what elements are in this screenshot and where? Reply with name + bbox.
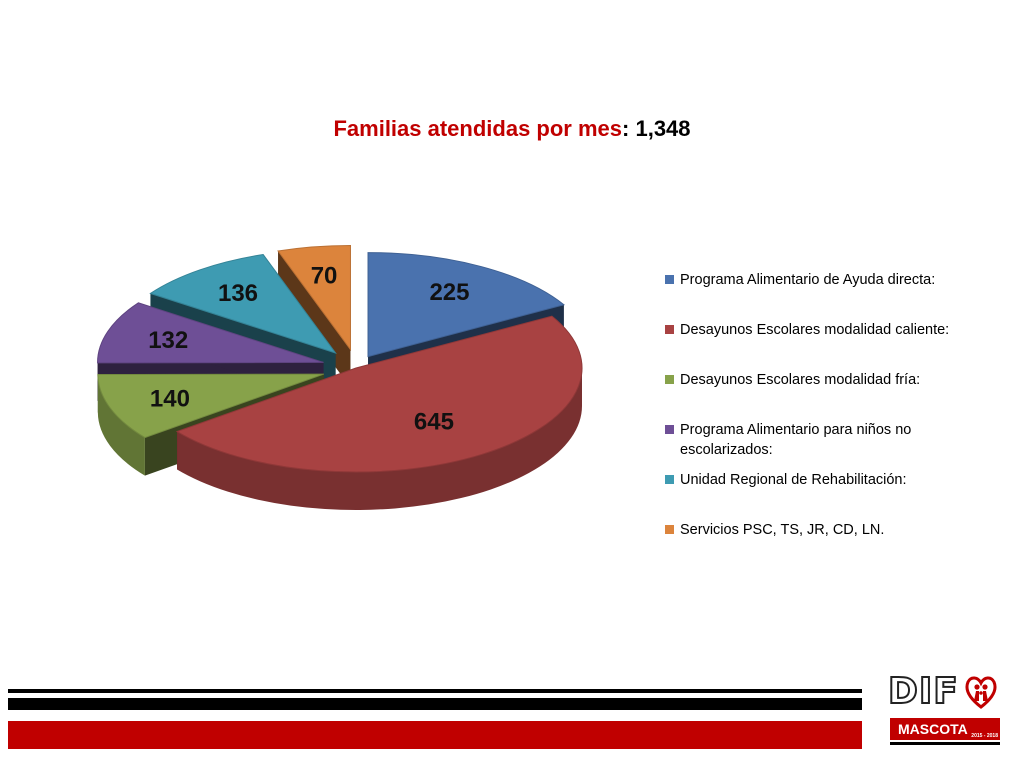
pie-slice-side bbox=[177, 368, 582, 511]
pie-top-layer bbox=[97, 245, 583, 473]
pie-data-label: 132 bbox=[148, 327, 188, 354]
pie-label-layer: 225 645 140 132 136 70 bbox=[148, 263, 469, 436]
pie-slice bbox=[149, 253, 337, 354]
chart-title-total: 1,348 bbox=[635, 116, 691, 141]
legend-label: Programa Alimentario para niños no escol… bbox=[680, 422, 912, 458]
legend-label: Unidad Regional de Rehabilitación: bbox=[680, 472, 907, 488]
logo-letters: DIF bbox=[887, 671, 959, 713]
legend-label: Programa Alimentario de Ayuda directa: bbox=[680, 272, 936, 288]
pie-data-label: 70 bbox=[311, 263, 338, 290]
legend-item: Programa Alimentario para niños no escol… bbox=[665, 420, 965, 460]
legend-item: Desayunos Escolares modalidad fría: bbox=[665, 370, 965, 390]
legend-item: Unidad Regional de Rehabilitación: bbox=[665, 470, 965, 490]
logo-band-text: MASCOTA bbox=[898, 721, 968, 737]
legend-item: Desayunos Escolares modalidad caliente: bbox=[665, 320, 965, 340]
legend-label: Desayunos Escolares modalidad fría: bbox=[680, 372, 921, 388]
legend-swatch bbox=[665, 425, 674, 434]
pie-slice bbox=[97, 302, 324, 364]
pie-data-label: 645 bbox=[414, 409, 454, 436]
pie-slice bbox=[277, 245, 351, 352]
pie-slice bbox=[97, 373, 325, 439]
legend-swatch bbox=[665, 275, 674, 284]
legend-label: Desayunos Escolares modalidad caliente: bbox=[680, 322, 950, 338]
pie-slice-side bbox=[97, 374, 145, 476]
heart-family-icon bbox=[965, 676, 997, 709]
chart-title-separator: : bbox=[622, 116, 636, 141]
legend-swatch bbox=[665, 475, 674, 484]
footer-stripes bbox=[8, 689, 862, 749]
legend-item: Servicios PSC, TS, JR, CD, LN. bbox=[665, 520, 965, 540]
legend-swatch bbox=[665, 375, 674, 384]
footer-red-stripe bbox=[8, 721, 862, 749]
logo-band: MASCOTA 2015 - 2018 bbox=[890, 718, 1000, 740]
pie-slice bbox=[367, 252, 566, 358]
footer-black-stripe bbox=[8, 698, 862, 710]
chart-title-label: Familias atendidas por mes bbox=[333, 116, 623, 141]
legend-swatch bbox=[665, 525, 674, 534]
footer-thin-stripe bbox=[8, 689, 862, 693]
legend-label: Servicios PSC, TS, JR, CD, LN. bbox=[680, 522, 885, 538]
logo-stripe bbox=[890, 742, 1000, 745]
legend-item: Programa Alimentario de Ayuda directa: bbox=[665, 270, 965, 290]
chart-title: Familias atendidas por mes: 1,348 bbox=[0, 116, 1024, 142]
logo-years: 2015 - 2018 bbox=[971, 733, 998, 739]
legend-swatch bbox=[665, 325, 674, 334]
pie-slice bbox=[175, 315, 583, 473]
pie-data-label: 225 bbox=[429, 279, 469, 306]
pie-data-label: 140 bbox=[150, 385, 190, 412]
pie-data-label: 136 bbox=[218, 280, 258, 307]
dif-mascota-logo: DIF MASCOTA 2015 - 2018 bbox=[887, 671, 1003, 752]
